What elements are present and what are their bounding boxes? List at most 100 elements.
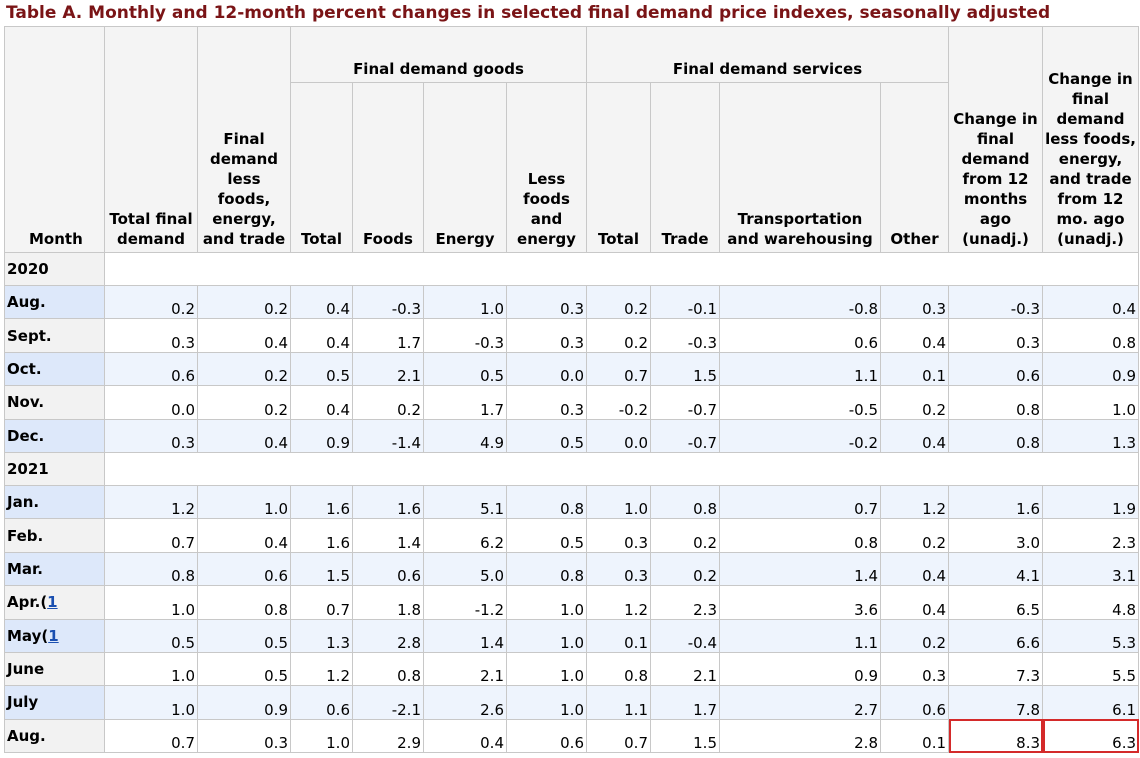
header-goods-less-fe: Less foods and energy	[506, 82, 587, 253]
value-cell: 1.0	[506, 618, 587, 653]
year-label: 2021	[4, 451, 105, 486]
value-cell: -0.3	[352, 284, 424, 320]
table-body: 2020 Aug. 0.2 0.2 0.4 -0.3 1.0 0.3 0.2 -0.1 -0.8 0.…	[4, 252, 1140, 754]
value-cell: -0.8	[719, 284, 881, 320]
ppi-table: Month Total final demand Final demand le…	[4, 26, 1140, 754]
value-cell: 2.1	[650, 651, 720, 687]
value-cell: 0.7	[719, 484, 881, 520]
value-cell: 0.3	[586, 551, 651, 587]
value-cell: 0.3	[104, 318, 198, 353]
month-label: Oct.	[7, 359, 42, 378]
value-cell: 1.5	[650, 718, 720, 754]
value-cell: 0.5	[104, 618, 198, 653]
value-cell: 0.4	[290, 318, 353, 353]
value-cell: 1.0	[506, 651, 587, 687]
value-cell: 0.4	[197, 518, 291, 553]
table-row: Nov. 0.0 0.2 0.4 0.2 1.7 0.3 -0.2 -0.7 -0.5 0.2 0.8…	[4, 385, 1140, 420]
month-label: Jan.	[7, 493, 40, 512]
value-cell: 7.8	[948, 685, 1044, 720]
table-row: Oct. 0.6 0.2 0.5 2.1 0.5 0.0 0.7 1.5 1.1 0.1 0.6 0.9	[4, 351, 1140, 387]
header-total-final-demand: Total final demand	[104, 26, 198, 253]
value-cell: 0.2	[879, 618, 950, 653]
value-cell: 0.8	[948, 385, 1044, 420]
value-cell: 0.2	[650, 518, 720, 553]
value-cell: 0.8	[506, 484, 587, 520]
value-cell: 0.8	[1042, 318, 1140, 353]
value-cell: 5.5	[1042, 651, 1140, 687]
value-cell: 0.2	[879, 518, 950, 553]
value-cell: 0.5	[506, 518, 587, 553]
value-cell: 2.7	[719, 685, 881, 720]
value-cell: 2.9	[352, 718, 424, 754]
value-cell: 0.7	[290, 585, 353, 620]
footnote-link[interactable]: 1	[48, 626, 59, 645]
year-row-fill	[103, 451, 1140, 486]
value-cell: 0.4	[1042, 284, 1140, 320]
value-cell: 4.9	[423, 418, 507, 453]
month-cell: Sept.	[4, 318, 105, 353]
value-cell: 1.7	[650, 685, 720, 720]
value-cell: 0.7	[104, 718, 198, 754]
month-label: Apr.	[7, 593, 41, 612]
value-cell: 0.8	[948, 418, 1044, 453]
value-cell: 0.6	[290, 685, 353, 720]
month-cell: May(1	[4, 618, 105, 653]
value-cell: -0.2	[719, 418, 881, 453]
value-cell: 0.4	[879, 418, 950, 453]
value-cell: 1.6	[352, 484, 424, 520]
table-row: Aug. 0.7 0.3 1.0 2.9 0.4 0.6 0.7 1.5 2.8 0.1 8.3 6.3	[4, 718, 1140, 754]
value-cell: 0.8	[352, 651, 424, 687]
header-services-total: Total	[586, 82, 651, 253]
value-cell: 0.4	[879, 318, 950, 353]
value-cell: 3.1	[1042, 551, 1140, 587]
value-cell: 6.1	[1042, 685, 1140, 720]
month-cell: Oct.	[4, 351, 105, 387]
value-cell: 1.0	[586, 484, 651, 520]
value-cell: 0.1	[879, 718, 950, 754]
value-cell: 0.4	[879, 585, 950, 620]
table-title: Table A. Monthly and 12-month percent ch…	[6, 3, 1051, 23]
value-cell: 0.5	[423, 351, 507, 387]
value-cell: 2.8	[719, 718, 881, 754]
value-cell: 0.4	[423, 718, 507, 754]
footnote-link[interactable]: 1	[47, 593, 58, 612]
value-cell: 0.2	[586, 284, 651, 320]
value-cell: 0.5	[197, 618, 291, 653]
month-label: July	[7, 693, 39, 712]
value-cell: 1.6	[290, 518, 353, 553]
footnote-paren: (	[40, 593, 48, 612]
value-cell: 1.4	[719, 551, 881, 587]
table-row: July 1.0 0.9 0.6 -2.1 2.6 1.0 1.1 1.7 2.7 0.6 7.8 6.…	[4, 685, 1140, 720]
year-label: 2020	[4, 252, 105, 286]
value-cell: 3.0	[948, 518, 1044, 553]
month-label: Sept.	[7, 326, 52, 345]
header-goods-energy: Energy	[423, 82, 507, 253]
value-cell: 1.2	[879, 484, 950, 520]
month-cell: Nov.	[4, 385, 105, 420]
value-cell: 2.3	[650, 585, 720, 620]
month-cell: Dec.	[4, 418, 105, 453]
header-goods-foods: Foods	[352, 82, 424, 253]
value-cell: 5.1	[423, 484, 507, 520]
month-cell: June	[4, 651, 105, 687]
value-cell: 7.3	[948, 651, 1044, 687]
table-row: Feb. 0.7 0.4 1.6 1.4 6.2 0.5 0.3 0.2 0.8 0.2 3.0 2.3	[4, 518, 1140, 553]
value-cell: 0.1	[586, 618, 651, 653]
value-cell: 4.1	[948, 551, 1044, 587]
value-cell: 1.0	[290, 718, 353, 754]
value-cell: 1.4	[423, 618, 507, 653]
header-services-trade: Trade	[650, 82, 720, 253]
table-header: Month Total final demand Final demand le…	[4, 26, 1140, 253]
value-cell: 1.0	[506, 685, 587, 720]
value-cell: 0.8	[586, 651, 651, 687]
value-cell: 0.3	[506, 318, 587, 353]
header-group-services: Final demand services	[585, 26, 950, 83]
value-cell: 6.2	[423, 518, 507, 553]
value-cell: 0.8	[650, 484, 720, 520]
value-cell: 0.2	[879, 385, 950, 420]
value-cell: 0.6	[879, 685, 950, 720]
highlighted-value-cell: 6.3	[1042, 718, 1140, 754]
value-cell: 0.2	[352, 385, 424, 420]
value-cell: 1.1	[719, 618, 881, 653]
